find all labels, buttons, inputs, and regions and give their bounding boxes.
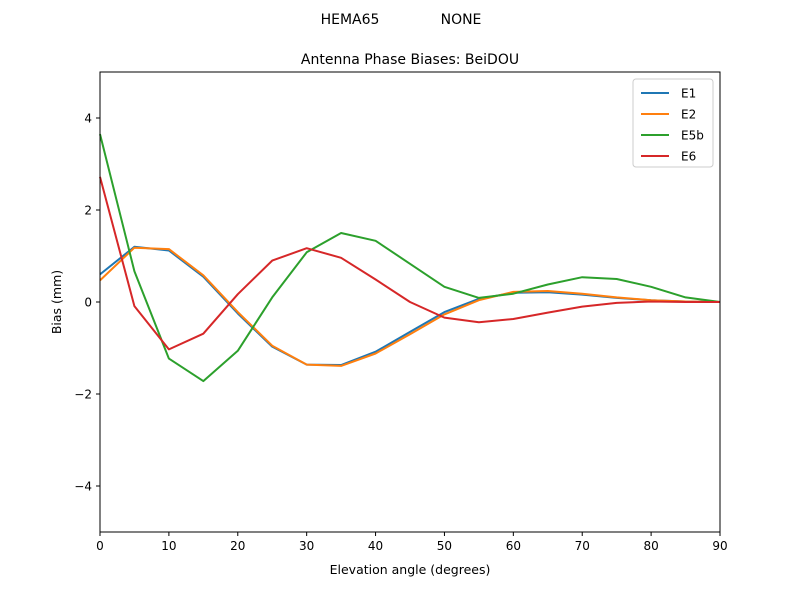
suptitle-station: HEMA65 (321, 12, 380, 28)
legend-label-e1: E1 (681, 87, 696, 101)
legend-box (632, 78, 714, 168)
x-axis-ticks: 0 10 20 30 40 50 60 70 80 90 (96, 532, 728, 553)
suptitle-radome: NONE (441, 12, 482, 28)
x-tick-label: 90 (712, 539, 727, 553)
x-tick-label: 0 (96, 539, 104, 553)
series-line-e5b (99, 133, 721, 383)
y-tick-label: 4 (84, 112, 92, 126)
y-tick-label: −4 (74, 480, 92, 494)
legend-label-e5b: E5b (681, 129, 704, 143)
x-tick-label: 80 (643, 539, 658, 553)
legend-label-e2: E2 (681, 108, 696, 122)
legend: E1 E2 E5b E6 (632, 78, 714, 168)
legend-label-e6: E6 (681, 150, 696, 164)
y-axis-label: Bias (mm) (49, 270, 64, 334)
chart-title: Antenna Phase Biases: BeiDOU (301, 52, 519, 68)
x-tick-label: 70 (575, 539, 590, 553)
x-tick-label: 10 (161, 539, 176, 553)
x-axis-label: Elevation angle (degrees) (330, 562, 491, 577)
x-tick-label: 20 (230, 539, 245, 553)
y-tick-label: 2 (84, 204, 92, 218)
x-tick-label: 50 (437, 539, 452, 553)
y-tick-label: 0 (84, 296, 92, 310)
series-line-e6 (99, 176, 720, 351)
series-line-e2 (99, 246, 721, 367)
x-tick-label: 40 (368, 539, 383, 553)
y-tick-label: −2 (74, 388, 92, 402)
x-tick-label: 60 (506, 539, 521, 553)
y-axis-ticks: −4 −2 0 2 4 (74, 112, 100, 494)
x-tick-label: 30 (299, 539, 314, 553)
plot-lines (99, 133, 721, 383)
